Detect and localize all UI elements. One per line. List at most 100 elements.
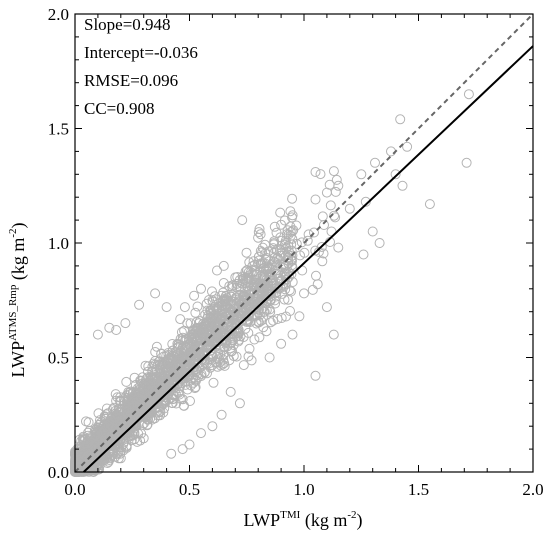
cloud-point bbox=[280, 284, 291, 295]
y-axis-title-unit: (kg m bbox=[8, 238, 29, 285]
cloud-point bbox=[220, 298, 231, 309]
data-point bbox=[207, 295, 218, 306]
cloud-point bbox=[204, 354, 215, 365]
data-point bbox=[212, 265, 222, 276]
data-point bbox=[310, 370, 321, 381]
cloud-point bbox=[137, 401, 148, 412]
cloud-point bbox=[84, 454, 95, 465]
cloud-point bbox=[121, 440, 132, 451]
cloud-point bbox=[249, 334, 260, 345]
cloud-point bbox=[212, 361, 223, 372]
data-point bbox=[134, 299, 145, 310]
cloud-point bbox=[251, 303, 262, 314]
cloud-point bbox=[192, 301, 203, 312]
cloud-point bbox=[225, 321, 236, 332]
cloud-point bbox=[190, 307, 201, 318]
cloud-point bbox=[268, 243, 279, 254]
y-tick-label: 1.5 bbox=[48, 120, 69, 139]
data-point bbox=[216, 409, 227, 420]
cloud-point bbox=[231, 323, 242, 333]
cloud-point bbox=[272, 253, 283, 263]
cloud-point bbox=[296, 237, 307, 248]
cloud-point bbox=[189, 362, 199, 373]
cloud-point bbox=[232, 304, 243, 315]
cloud-point bbox=[104, 420, 114, 431]
cloud-point bbox=[81, 438, 92, 449]
cloud-point bbox=[202, 368, 212, 379]
cloud-point bbox=[155, 410, 165, 421]
cloud-point bbox=[311, 270, 321, 281]
data-point bbox=[225, 386, 236, 397]
cloud-point bbox=[238, 360, 249, 371]
x-axis-title-base: LWP bbox=[243, 510, 280, 530]
cloud-point bbox=[280, 235, 291, 246]
cloud-point bbox=[70, 465, 81, 476]
cloud-point bbox=[252, 287, 263, 298]
data-point bbox=[184, 439, 195, 450]
cloud-point bbox=[104, 453, 115, 464]
data-point bbox=[386, 146, 396, 157]
cloud-point bbox=[205, 305, 216, 316]
cloud-point bbox=[255, 258, 266, 269]
cloud-point bbox=[243, 270, 254, 281]
cloud-point bbox=[77, 446, 88, 457]
cloud-point bbox=[159, 351, 170, 362]
cloud-point bbox=[316, 242, 327, 252]
data-point bbox=[241, 265, 252, 276]
cloud-point bbox=[224, 310, 235, 321]
cloud-point bbox=[264, 262, 275, 273]
cloud-point bbox=[186, 333, 197, 344]
cloud-point bbox=[241, 247, 252, 258]
cloud-point bbox=[224, 355, 235, 366]
cloud-point bbox=[196, 324, 207, 335]
cloud-point bbox=[258, 311, 268, 322]
data-point bbox=[276, 338, 287, 349]
cloud-point bbox=[94, 425, 105, 436]
data-point bbox=[264, 352, 275, 363]
cloud-point bbox=[307, 284, 318, 295]
cloud-point bbox=[328, 166, 339, 177]
cloud-point bbox=[315, 169, 326, 180]
cloud-point bbox=[84, 425, 95, 436]
cloud-point bbox=[331, 174, 342, 185]
cloud-point bbox=[220, 294, 230, 305]
data-point bbox=[218, 260, 229, 271]
data-point bbox=[111, 325, 122, 335]
cloud-point bbox=[204, 318, 215, 329]
cloud-point bbox=[257, 269, 268, 280]
data-point bbox=[356, 169, 367, 180]
cloud-point bbox=[179, 363, 190, 374]
y-axis-title-unit-sup: -2 bbox=[7, 228, 19, 237]
data-point bbox=[358, 249, 369, 260]
cloud-point bbox=[134, 387, 145, 398]
cloud-point bbox=[281, 229, 292, 240]
fit-line bbox=[83, 45, 534, 473]
cloud-point bbox=[207, 360, 218, 371]
cloud-point bbox=[139, 406, 150, 417]
cloud-point bbox=[202, 305, 213, 316]
cloud-point bbox=[115, 395, 126, 406]
cloud-point bbox=[325, 200, 336, 211]
cloud-point bbox=[214, 354, 225, 365]
cloud-point bbox=[147, 366, 158, 377]
x-tick-label: 2.0 bbox=[522, 480, 543, 499]
cloud-point bbox=[329, 210, 340, 221]
cloud-point bbox=[156, 348, 167, 359]
data-point bbox=[230, 272, 241, 283]
x-axis-title-sup: TMI bbox=[280, 509, 301, 521]
y-axis-title-sup: ATMS_Rmp bbox=[7, 284, 19, 341]
cloud-point bbox=[114, 415, 125, 426]
cloud-point bbox=[253, 232, 264, 243]
x-tick-label: 1.5 bbox=[408, 480, 429, 499]
data-point bbox=[161, 302, 172, 313]
cloud-point bbox=[210, 325, 221, 336]
cloud-point bbox=[79, 435, 90, 446]
cloud-point bbox=[185, 396, 195, 406]
y-tick-label: 0.5 bbox=[48, 349, 69, 368]
stat-rmse: RMSE=0.096 bbox=[84, 71, 178, 90]
data-point bbox=[177, 444, 188, 455]
cloud-point bbox=[291, 220, 302, 231]
cloud-point bbox=[237, 278, 248, 289]
cloud-point bbox=[150, 384, 161, 395]
cloud-point bbox=[231, 278, 242, 289]
